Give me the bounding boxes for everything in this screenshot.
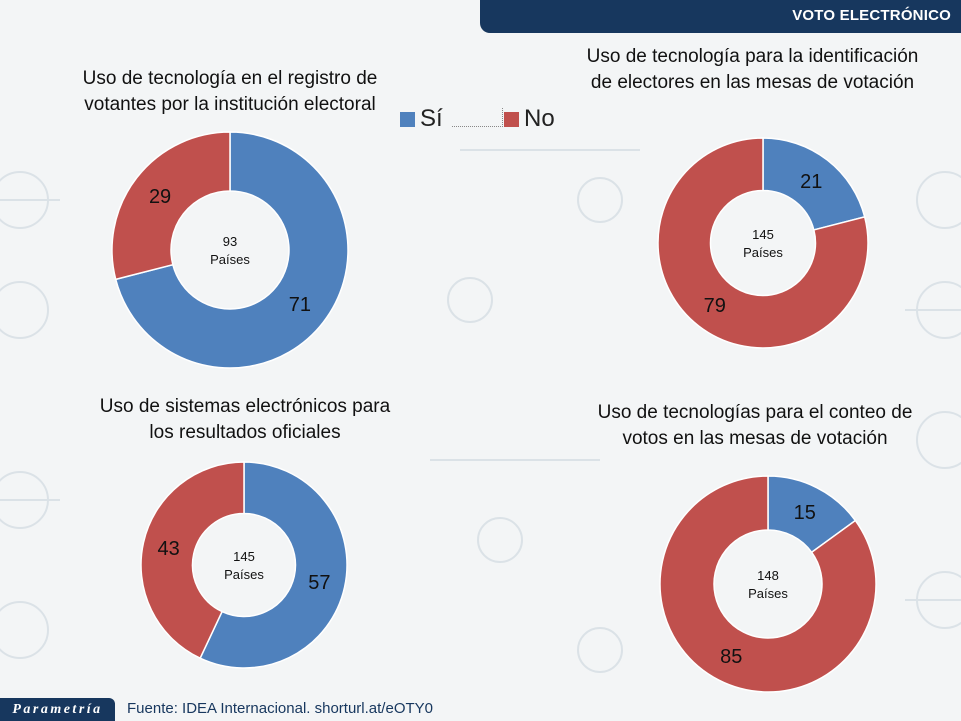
donut-3-label-no: 43: [157, 538, 179, 560]
legend-swatch-yes: [400, 112, 415, 127]
donut-chart-2: 21 79 145 Países: [657, 137, 869, 349]
donut-1-slice-no: [111, 131, 231, 281]
chart-1-title-line-1: Uso de tecnología en el registro de: [82, 68, 378, 89]
donut-2-slice-yes: [762, 137, 866, 231]
donut-1-slice-yes: [114, 131, 349, 369]
chart-3-title: Uso de sistemas electrónicos para los re…: [60, 394, 430, 446]
donut-1-label-no: 29: [149, 186, 171, 208]
chart-4-title-line-2: votos en las mesas de votación: [622, 428, 888, 449]
chart-4-title: Uso de tecnologías para el conteo de vot…: [570, 400, 940, 452]
donut-2-slice-no: [657, 137, 869, 349]
chart-2-title: Uso de tecnología para la identificación…: [565, 44, 940, 96]
donut-3-center-unit: Países: [224, 567, 264, 582]
page-title: VOTO ELECTRÓNICO: [792, 7, 951, 24]
donut-3-label-yes: 57: [308, 572, 330, 594]
donut-chart-1: 71 29 93 Países: [111, 131, 349, 369]
donut-2-center-unit: Países: [743, 245, 783, 260]
chart-4-title-line-1: Uso de tecnologías para el conteo de: [597, 402, 913, 423]
donut-1-label-yes: 71: [289, 294, 311, 316]
chart-3-title-line-1: Uso de sistemas electrónicos para: [99, 396, 391, 417]
donut-3-slice-yes: [199, 461, 348, 669]
donut-2-center-value: 145: [752, 227, 774, 242]
donut-chart-3: 57 43 145 Países: [140, 461, 348, 669]
donut-4-label-yes: 15: [794, 502, 816, 524]
legend-divider: [452, 108, 503, 127]
chart-2-title-line-2: de electores en las mesas de votación: [590, 72, 915, 93]
donut-1-center-value: 93: [223, 234, 237, 249]
legend-label-no: No: [524, 105, 555, 132]
donut-2-label-yes: 21: [800, 171, 822, 193]
legend: Sí No: [396, 104, 566, 134]
donut-chart-4: 15 85 148 Países: [659, 475, 877, 693]
donut-4-center-value: 148: [757, 568, 779, 583]
chart-3-title-line-2: los resultados oficiales: [149, 422, 341, 443]
donut-4-center-unit: Países: [748, 586, 788, 601]
parametria-logo: Parametría: [0, 698, 115, 721]
chart-1-title: Uso de tecnología en el registro de vota…: [40, 66, 420, 118]
donut-2-label-no: 79: [704, 295, 726, 317]
donut-3-slice-no: [140, 461, 245, 660]
legend-swatch-no: [504, 112, 519, 127]
header-bar: VOTO ELECTRÓNICO: [480, 0, 961, 33]
source-note: Fuente: IDEA Internacional. shorturl.at/…: [127, 700, 433, 717]
chart-1-title-line-2: votantes por la institución electoral: [84, 94, 376, 115]
donut-4-slice-no: [659, 475, 877, 693]
donut-1-center-unit: Países: [210, 252, 250, 267]
donut-3-center-value: 145: [233, 549, 255, 564]
donut-4-label-no: 85: [720, 646, 742, 668]
legend-label-yes: Sí: [420, 105, 443, 132]
chart-2-title-line-1: Uso de tecnología para la identificación: [586, 46, 919, 67]
